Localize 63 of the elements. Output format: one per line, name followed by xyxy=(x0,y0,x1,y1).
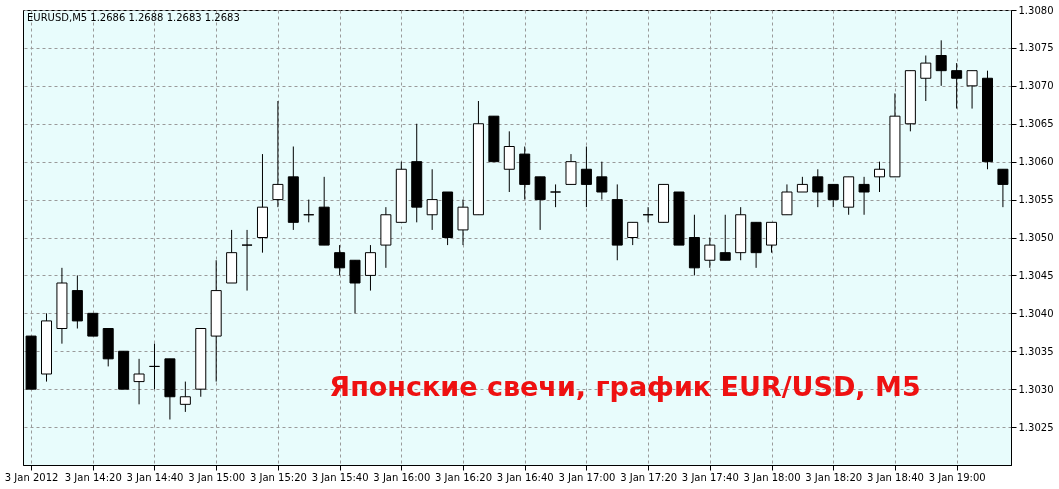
candlestick xyxy=(858,176,870,216)
candlestick xyxy=(627,221,639,246)
x-tick-label: 3 Jan 16:20 xyxy=(435,471,492,483)
x-tick-label: 3 Jan 18:20 xyxy=(805,471,863,483)
x-tick-label: 3 Jan 14:40 xyxy=(126,471,184,483)
candlestick xyxy=(966,70,978,110)
candlestick xyxy=(503,130,515,193)
candlestick xyxy=(704,237,716,269)
candlestick xyxy=(349,259,361,314)
candlestick xyxy=(179,381,191,413)
y-tick-label: 1.3080 xyxy=(1018,4,1054,16)
y-tick-label: 1.3075 xyxy=(1018,42,1054,54)
candlestick xyxy=(334,244,346,276)
y-tick-label: 1.3030 xyxy=(1018,383,1054,395)
x-tick-label: 3 Jan 17:20 xyxy=(620,471,678,483)
x-tick-label: 3 Jan 19:00 xyxy=(928,471,986,483)
x-tick-label: 3 Jan 16:40 xyxy=(496,471,554,483)
y-tick-label: 1.3040 xyxy=(1018,307,1054,319)
candlestick xyxy=(426,168,438,231)
candlestick xyxy=(642,206,654,223)
x-tick-label: 3 Jan 18:40 xyxy=(866,471,924,483)
candlestick xyxy=(580,146,592,208)
candlestick xyxy=(951,62,963,110)
x-tick-label: 3 Jan 15:00 xyxy=(188,471,246,483)
candlestick xyxy=(565,153,577,185)
candlestick xyxy=(935,39,947,87)
candlestick xyxy=(133,358,145,405)
candlestick xyxy=(364,244,376,292)
y-tick-label: 1.3060 xyxy=(1018,156,1054,168)
y-tick-label: 1.3045 xyxy=(1018,269,1054,281)
x-tick-label: 3 Jan 16:00 xyxy=(373,471,431,483)
candlestick xyxy=(827,183,839,208)
y-tick-label: 1.3070 xyxy=(1018,80,1054,92)
candlestick xyxy=(272,100,284,208)
candlestick xyxy=(241,229,253,292)
x-tick-label: 3 Jan 17:00 xyxy=(558,471,616,483)
annotation: EURUSD,M5 1.2686 1.2688 1.2683 1.2683 xyxy=(27,12,240,23)
x-tick-label: 3 Jan 2012 xyxy=(4,471,59,483)
candlestick xyxy=(457,199,469,246)
y-tick-label: 1.3050 xyxy=(1018,232,1054,243)
x-tick-label: 3 Jan 15:40 xyxy=(311,471,369,483)
candlestick xyxy=(781,183,793,216)
x-tick-label: 3 Jan 18:00 xyxy=(743,471,801,483)
candlestick xyxy=(719,214,731,261)
candlestick xyxy=(874,161,886,193)
candlestick xyxy=(766,221,778,254)
annotation: Японские свечи, график EUR/USD, M5 xyxy=(329,371,921,402)
y-tick-label: 1.3035 xyxy=(1018,345,1054,357)
y-tick-label: 1.3025 xyxy=(1018,421,1054,433)
x-tick-label: 3 Jan 14:20 xyxy=(64,471,122,483)
candlestick xyxy=(812,168,824,208)
y-tick-label: 1.3065 xyxy=(1018,118,1054,130)
candlestick xyxy=(997,168,1009,208)
y-tick-label: 1.3055 xyxy=(1018,194,1054,206)
candlestick xyxy=(87,312,99,337)
candlestick xyxy=(534,176,546,231)
x-tick-label: 3 Jan 17:40 xyxy=(681,471,739,483)
candlestick xyxy=(596,161,608,201)
candlestick xyxy=(303,199,315,223)
candlestick xyxy=(920,55,932,102)
candlestick xyxy=(148,343,160,390)
x-tick-label: 3 Jan 15:20 xyxy=(249,471,307,483)
candlestick xyxy=(550,183,562,208)
